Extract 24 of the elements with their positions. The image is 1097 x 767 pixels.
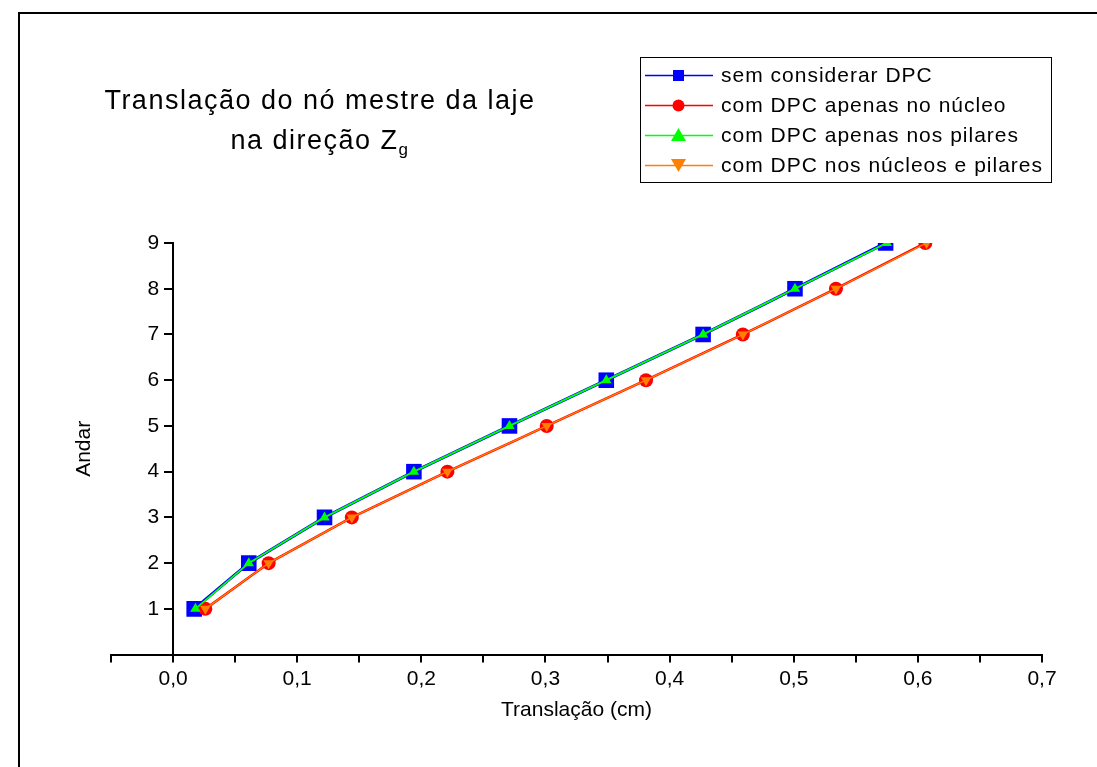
y-axis-title: Andar — [70, 420, 94, 477]
x-tick-label: 0,4 — [655, 666, 685, 689]
x-tick-label: 0,1 — [282, 666, 312, 689]
x-tick-label: 0,2 — [406, 666, 436, 689]
x-tick-label: 0,0 — [158, 666, 188, 689]
x-tick-label: 0,3 — [530, 666, 561, 689]
chart-title: Translação do nó mestre da laje na direção Z$_{g}$ — [103, 84, 537, 162]
y-tick-label: 9 — [147, 229, 160, 253]
x-tick-label: 0,6 — [903, 666, 933, 689]
y-tick-label: 8 — [147, 275, 160, 299]
y-tick-label: 6 — [147, 367, 160, 390]
x-tick-label: 0,7 — [1027, 666, 1057, 689]
legend-label: com DPC nos núcleos e pilares — [721, 153, 1043, 177]
y-tick-label: 4 — [147, 458, 160, 482]
x-axis-title: Translação (cm) — [501, 697, 652, 721]
legend-label: com DPC apenas no núcleo — [721, 93, 1007, 117]
y-tick-label: 3 — [147, 504, 160, 528]
x-tick-label: 0,5 — [779, 666, 809, 689]
y-tick-label: 2 — [147, 549, 160, 573]
y-tick-label: 5 — [147, 412, 160, 436]
legend-label: sem considerar DPC — [721, 63, 933, 87]
legend-label: com DPC apenas nos pilares — [721, 123, 1019, 147]
y-tick-label: 1 — [147, 595, 160, 619]
y-tick-label: 7 — [147, 321, 160, 345]
